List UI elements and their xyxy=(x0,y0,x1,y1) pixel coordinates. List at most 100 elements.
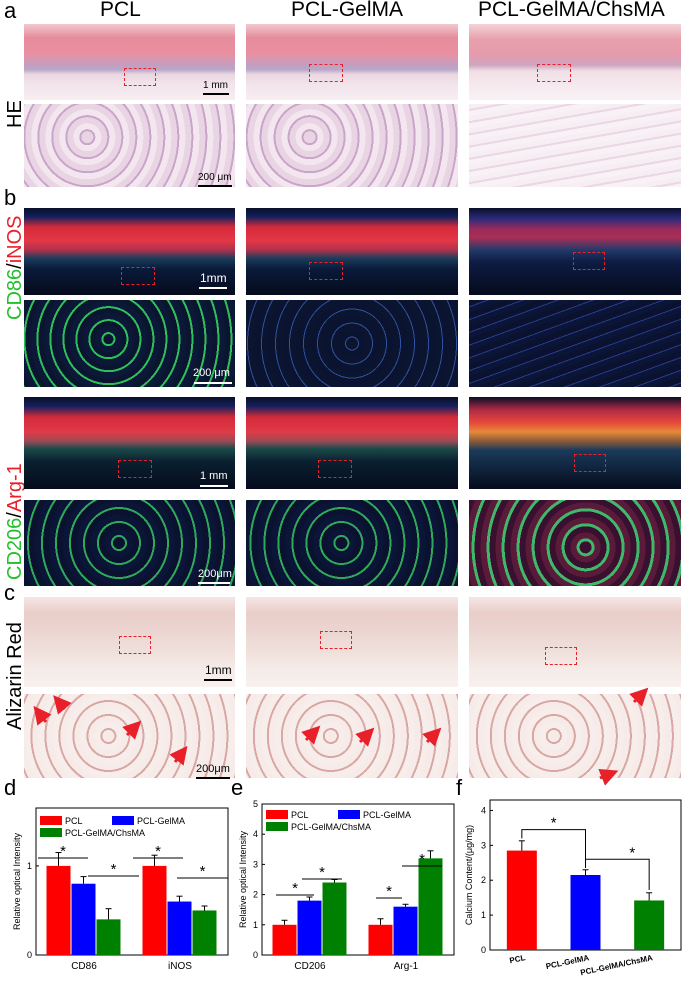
alizarin-overview-pcl-gelma xyxy=(246,597,458,687)
bar xyxy=(142,865,167,955)
legend-swatch xyxy=(266,822,288,831)
panel-letter-e: e xyxy=(231,775,244,800)
cd86-overview-pcl xyxy=(24,208,235,295)
bar xyxy=(272,924,297,955)
he-overview-pcl-gelma xyxy=(246,24,458,100)
alizarin-zoom-pcl-gelma xyxy=(246,694,458,778)
y-axis-label: Relative optical Intensity xyxy=(238,830,248,928)
legend-label: PCL-GelMA xyxy=(137,816,185,826)
cd86-zoom-pcl xyxy=(24,300,235,387)
significance-star: * xyxy=(629,844,635,861)
x-tick-label: CD86 xyxy=(71,961,97,972)
roi-box xyxy=(318,460,352,478)
scale-bar xyxy=(194,382,232,384)
panel-letter-c: c xyxy=(4,580,15,605)
scale-bar-label: 200μm xyxy=(196,763,230,775)
scale-bar xyxy=(204,679,232,681)
legend-label: PCL xyxy=(291,810,309,820)
x-tick-label: Arg-1 xyxy=(394,961,419,972)
significance-star: * xyxy=(111,861,117,878)
chart-f: 0 1 2 3 4 Calcium Content/(μg/mg) PCL PCL-GelMA… xyxy=(464,799,682,977)
bar xyxy=(192,910,217,955)
panel-letter-d: d xyxy=(4,775,17,800)
alizarin-zoom-pcl-gelma-chsma xyxy=(469,694,681,778)
scale-bar xyxy=(198,582,230,584)
y-tick-label: 5 xyxy=(253,799,258,809)
legend-swatch xyxy=(112,816,134,825)
x-tick-label: iNOS xyxy=(168,961,192,972)
arrow-icon xyxy=(355,727,375,747)
roi-box xyxy=(309,262,343,280)
scale-bar-label: 1mm xyxy=(200,271,227,285)
arrow-icon xyxy=(169,745,188,766)
arrow-icon xyxy=(33,705,52,726)
cd86-zoom-pcl-gelma-chsma xyxy=(469,300,681,387)
x-tick-label: PCL-GelMA/ChsMA xyxy=(580,953,654,977)
scale-bar-label: 200 μm xyxy=(193,367,230,379)
chart-e: 0 1 2 3 4 5 Relative optical Intensity CD206 Arg… xyxy=(238,799,455,972)
significance-star: * xyxy=(60,843,66,860)
significance-star: * xyxy=(319,864,325,881)
roi-box xyxy=(309,64,343,82)
significance-star: * xyxy=(551,815,557,832)
he-overview-pcl xyxy=(24,24,235,100)
plot-frame xyxy=(35,807,229,956)
he-zoom-pcl xyxy=(24,104,235,187)
legend-swatch xyxy=(338,810,360,819)
y-axis-label: Calcium Content/(μg/mg) xyxy=(464,825,474,925)
significance-star: * xyxy=(200,863,206,880)
arrow-icon xyxy=(598,768,619,786)
y-tick-label: 1 xyxy=(481,910,486,920)
y-tick-label: 0 xyxy=(253,950,258,960)
legend-swatch xyxy=(266,810,288,819)
column-header-pcl-gelma-chsma: PCL-GelMA/ChsMA xyxy=(478,0,665,21)
arrow-icon xyxy=(53,695,72,715)
arrow-icon xyxy=(301,725,321,745)
bar xyxy=(46,865,71,955)
significance-star: * xyxy=(419,851,425,868)
y-tick-label: 0 xyxy=(481,945,486,955)
legend-label: PCL-GelMA/ChsMA xyxy=(65,828,145,838)
bar xyxy=(96,919,121,955)
scale-bar-label: 200μm xyxy=(198,568,232,580)
y-tick-label: 1 xyxy=(253,920,258,930)
cd206-zoom-pcl xyxy=(24,500,235,586)
cd86-overview-pcl-gelma-chsma xyxy=(469,208,681,295)
column-header-pcl: PCL xyxy=(100,0,141,21)
roi-box xyxy=(545,647,577,665)
significance-star: * xyxy=(155,843,161,860)
bar xyxy=(297,900,322,955)
significance-star: * xyxy=(292,880,298,897)
cd206-zoom-pcl-gelma-chsma xyxy=(469,500,681,586)
x-tick-label: PCL xyxy=(509,953,527,965)
cd86-zoom-pcl-gelma xyxy=(246,300,458,387)
roi-box xyxy=(573,252,605,270)
scale-bar xyxy=(196,777,230,779)
panel-letter-b: b xyxy=(4,185,17,210)
scale-bar xyxy=(200,485,228,487)
alizarin-overview-pcl-gelma-chsma xyxy=(469,597,681,687)
x-tick-label: CD206 xyxy=(294,961,326,972)
legend-label: PCL xyxy=(65,816,83,826)
panel-letter-f: f xyxy=(456,775,463,800)
bar xyxy=(570,875,601,950)
y-tick-label: 4 xyxy=(253,829,258,839)
cd86-overview-pcl-gelma xyxy=(246,208,458,295)
panel-letter-a: a xyxy=(4,0,17,23)
cd206-overview-pcl-gelma xyxy=(246,397,458,489)
bar xyxy=(322,882,347,955)
scale-bar xyxy=(198,185,232,187)
significance-bracket xyxy=(585,858,650,890)
y-tick-label: 3 xyxy=(253,859,258,869)
he-zoom-pcl-gelma-chsma xyxy=(469,104,681,187)
bar xyxy=(368,924,393,955)
roi-box xyxy=(124,68,156,86)
bar xyxy=(71,883,96,955)
roi-box xyxy=(121,267,155,285)
y-tick-label: 0 xyxy=(27,950,32,960)
column-header-pcl-gelma: PCL-GelMA xyxy=(291,0,404,21)
y-tick-label: 4 xyxy=(481,805,486,815)
bar xyxy=(167,901,192,955)
arrow-icon xyxy=(629,687,649,707)
